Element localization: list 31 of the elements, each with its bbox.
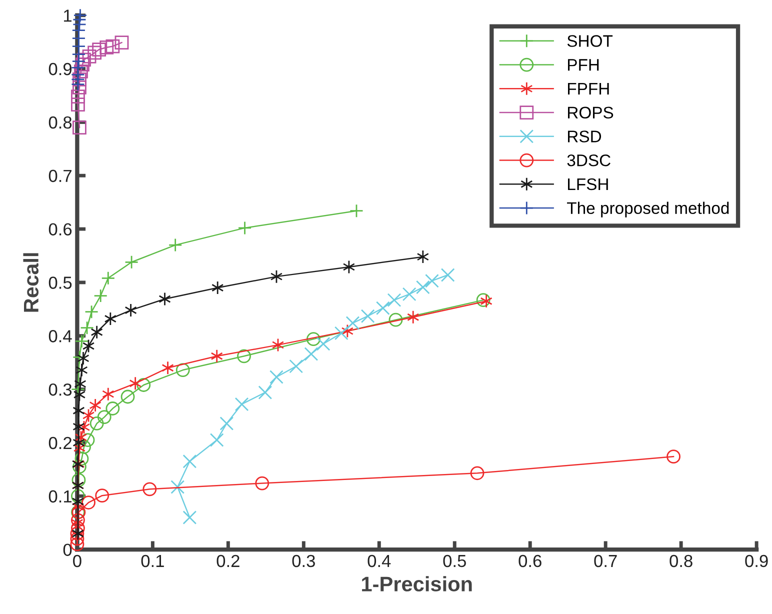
x-tick-label: 0.6	[518, 554, 542, 568]
y-tick-label: 0.3	[48, 383, 72, 396]
x-tick-label: 0.7	[594, 554, 617, 568]
x-tick-label: 0.5	[443, 554, 466, 568]
legend-label: The proposed method	[567, 202, 729, 218]
legend-label: FPFH	[568, 83, 609, 95]
legend-label: PFH	[568, 59, 599, 71]
x-tick-label: 0.1	[141, 554, 164, 568]
legend-label: SHOT	[567, 35, 613, 47]
legend-label: LFSH	[568, 178, 608, 190]
x-tick-label: 0.3	[292, 554, 315, 568]
y-tick-label: 0.5	[48, 276, 72, 289]
x-tick-label: 0.8	[670, 554, 692, 568]
y-tick-label: 0.6	[48, 223, 72, 236]
legend-label: ROPS	[568, 106, 614, 119]
x-axis-title: 1-Precision	[362, 576, 472, 592]
y-axis-title: Recall	[23, 253, 39, 312]
legend-label: 3DSC	[567, 154, 610, 166]
y-tick-label: 0.7	[48, 170, 72, 182]
x-tick-label: 0.9	[745, 554, 768, 568]
y-tick-label: 0.8	[48, 116, 72, 129]
y-tick-label: 0.9	[48, 62, 72, 76]
x-tick-label: 0	[73, 554, 82, 568]
x-tick-label: 0.2	[216, 554, 240, 568]
x-tick-label: 0.4	[368, 554, 391, 568]
y-tick-label: 1	[64, 10, 72, 22]
y-tick-label: 0.4	[48, 330, 72, 342]
y-tick-label: 0.2	[48, 436, 72, 450]
y-tick-label: 0.1	[48, 490, 72, 503]
legend-label: RSD	[568, 130, 602, 142]
y-tick-label: 0	[63, 544, 72, 556]
